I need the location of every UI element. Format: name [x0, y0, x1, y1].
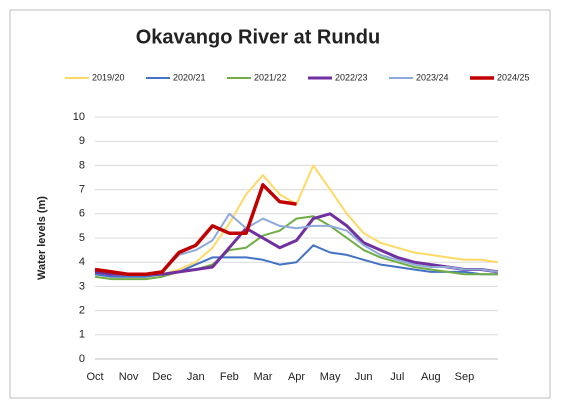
x-tick-label: Apr — [288, 371, 305, 383]
legend-label: 2022/23 — [335, 72, 368, 82]
y-tick-label: 2 — [79, 305, 85, 317]
series-line — [94, 212, 499, 276]
x-tick-label: Jun — [355, 371, 373, 383]
series-line — [94, 215, 498, 281]
y-tick-label: 9 — [79, 135, 85, 147]
y-tick-label: 6 — [79, 208, 85, 220]
chart-border — [9, 9, 551, 399]
x-tick-label: Oct — [86, 371, 103, 383]
legend-label: 2019/20 — [92, 72, 125, 82]
x-tick-label: Feb — [220, 371, 239, 383]
x-tick-label: Mar — [253, 371, 272, 383]
chart-title: Okavango River at Rundu — [136, 26, 381, 48]
x-tick-label: Aug — [421, 371, 441, 383]
y-tick-label: 10 — [73, 111, 85, 123]
y-tick-label: 8 — [79, 159, 85, 171]
x-tick-label: Dec — [152, 371, 172, 383]
y-tick-label: 7 — [79, 184, 85, 196]
x-tick-label: Jul — [390, 371, 404, 383]
legend-label: 2023/24 — [416, 72, 449, 82]
x-tick-label: May — [320, 371, 341, 383]
legend-label: 2020/21 — [173, 72, 206, 82]
y-tick-label: 4 — [79, 256, 85, 268]
x-tick-label: Jan — [187, 371, 205, 383]
y-axis-label: Water levels (m) — [36, 196, 48, 280]
x-tick-label: Nov — [119, 371, 139, 383]
series-line — [94, 183, 297, 277]
legend-label: 2021/22 — [254, 72, 287, 82]
y-tick-label: 5 — [79, 232, 85, 244]
y-tick-label: 1 — [79, 329, 85, 341]
x-tick-label: Sep — [455, 371, 475, 383]
y-tick-label: 3 — [79, 280, 85, 292]
legend-label: 2024/25 — [497, 72, 530, 82]
y-tick-label: 0 — [79, 353, 85, 365]
